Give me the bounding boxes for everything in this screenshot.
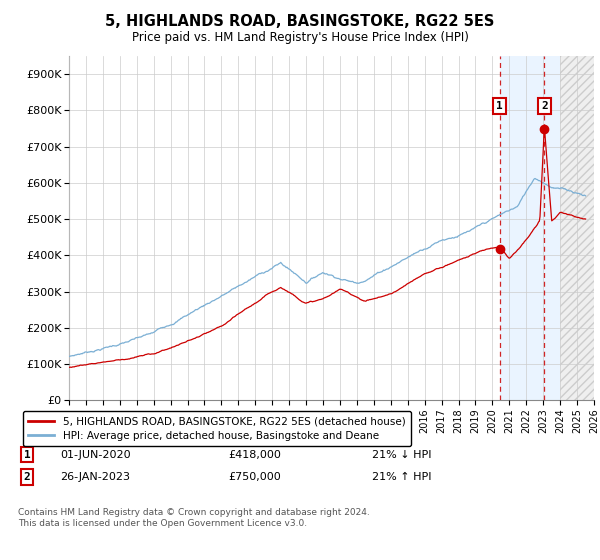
- Text: 1: 1: [23, 450, 31, 460]
- Text: £418,000: £418,000: [228, 450, 281, 460]
- Bar: [560, 56, 594, 400]
- Text: Price paid vs. HM Land Registry's House Price Index (HPI): Price paid vs. HM Land Registry's House …: [131, 31, 469, 44]
- Text: 2: 2: [541, 101, 548, 111]
- Text: 5, HIGHLANDS ROAD, BASINGSTOKE, RG22 5ES: 5, HIGHLANDS ROAD, BASINGSTOKE, RG22 5ES: [106, 14, 494, 29]
- Bar: [499, 56, 560, 400]
- Legend: 5, HIGHLANDS ROAD, BASINGSTOKE, RG22 5ES (detached house), HPI: Average price, d: 5, HIGHLANDS ROAD, BASINGSTOKE, RG22 5ES…: [23, 411, 411, 446]
- Text: 1: 1: [496, 101, 503, 111]
- Text: 21% ↓ HPI: 21% ↓ HPI: [372, 450, 431, 460]
- Text: 01-JUN-2020: 01-JUN-2020: [60, 450, 131, 460]
- Text: 21% ↑ HPI: 21% ↑ HPI: [372, 472, 431, 482]
- Text: £750,000: £750,000: [228, 472, 281, 482]
- Text: Contains HM Land Registry data © Crown copyright and database right 2024.
This d: Contains HM Land Registry data © Crown c…: [18, 508, 370, 528]
- Text: 2: 2: [23, 472, 31, 482]
- Text: 26-JAN-2023: 26-JAN-2023: [60, 472, 130, 482]
